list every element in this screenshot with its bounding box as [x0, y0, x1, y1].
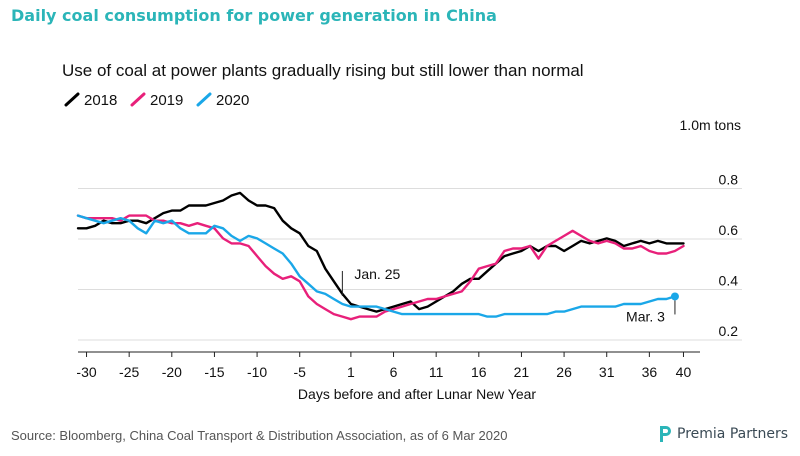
y-tick-label: 0.8 [719, 172, 739, 188]
gridlines [78, 188, 742, 341]
x-tick-label: -20 [162, 364, 182, 380]
series-line-2018 [76, 191, 685, 313]
x-tick-label: 1 [347, 364, 355, 380]
legend-marker-2018 [64, 92, 80, 107]
x-tick-label: 36 [642, 364, 658, 380]
source-note: Source: Bloomberg, China Coal Transport … [11, 428, 508, 443]
header-title: Daily coal consumption for power generat… [11, 6, 497, 25]
legend-label-2018: 2018 [84, 92, 117, 109]
series-lines [76, 191, 685, 321]
legend-marker-2019 [130, 92, 146, 107]
x-axis: -30 -25 -20 -15 -10 -5 1 6 11 16 21 26 31 36 40 [76, 351, 700, 380]
y-tick-label: 0.6 [719, 222, 739, 238]
annotation-label-mar3: Mar. 3 [626, 308, 665, 324]
x-tick-label: -30 [76, 364, 96, 380]
annotation-label-jan25: Jan. 25 [354, 266, 400, 282]
chart-title: Use of coal at power plants gradually ri… [62, 61, 584, 80]
x-tick-label: -25 [119, 364, 139, 380]
brand: Premia Partners [657, 424, 788, 444]
series-line-2019 [76, 214, 685, 321]
annotations: Jan. 25 Mar. 3 [341, 266, 679, 324]
x-tick-label: -10 [247, 364, 267, 380]
y-tick-label: 0.4 [719, 273, 739, 289]
x-axis-title: Days before and after Lunar New Year [298, 386, 536, 402]
chart: Use of coal at power plants gradually ri… [62, 61, 742, 402]
x-tick-label: 21 [514, 364, 530, 380]
legend-label-2019: 2019 [150, 92, 183, 109]
x-tick-label: 40 [676, 364, 692, 380]
premia-logo-icon [660, 426, 671, 442]
series-line-2020 [76, 214, 677, 318]
x-tick-label: 11 [429, 364, 444, 380]
legend-marker-2020 [196, 92, 212, 107]
x-tick-label: -15 [204, 364, 224, 380]
x-tick-label: 26 [556, 364, 572, 380]
y-axis-ticks: 0.2 0.4 0.6 0.8 [719, 172, 739, 340]
endpoint-marker-2020 [670, 292, 679, 301]
unit-label: 1.0m tons [680, 117, 741, 133]
x-tick-label: -5 [293, 364, 306, 380]
y-tick-label: 0.2 [719, 323, 739, 339]
legend-label-2020: 2020 [216, 92, 249, 109]
brand-name: Premia Partners [677, 426, 788, 442]
legend: 2018 2019 2020 [64, 92, 249, 109]
x-tick-label: 16 [471, 364, 487, 380]
x-tick-label: 31 [599, 364, 615, 380]
x-tick-label: 6 [390, 364, 398, 380]
